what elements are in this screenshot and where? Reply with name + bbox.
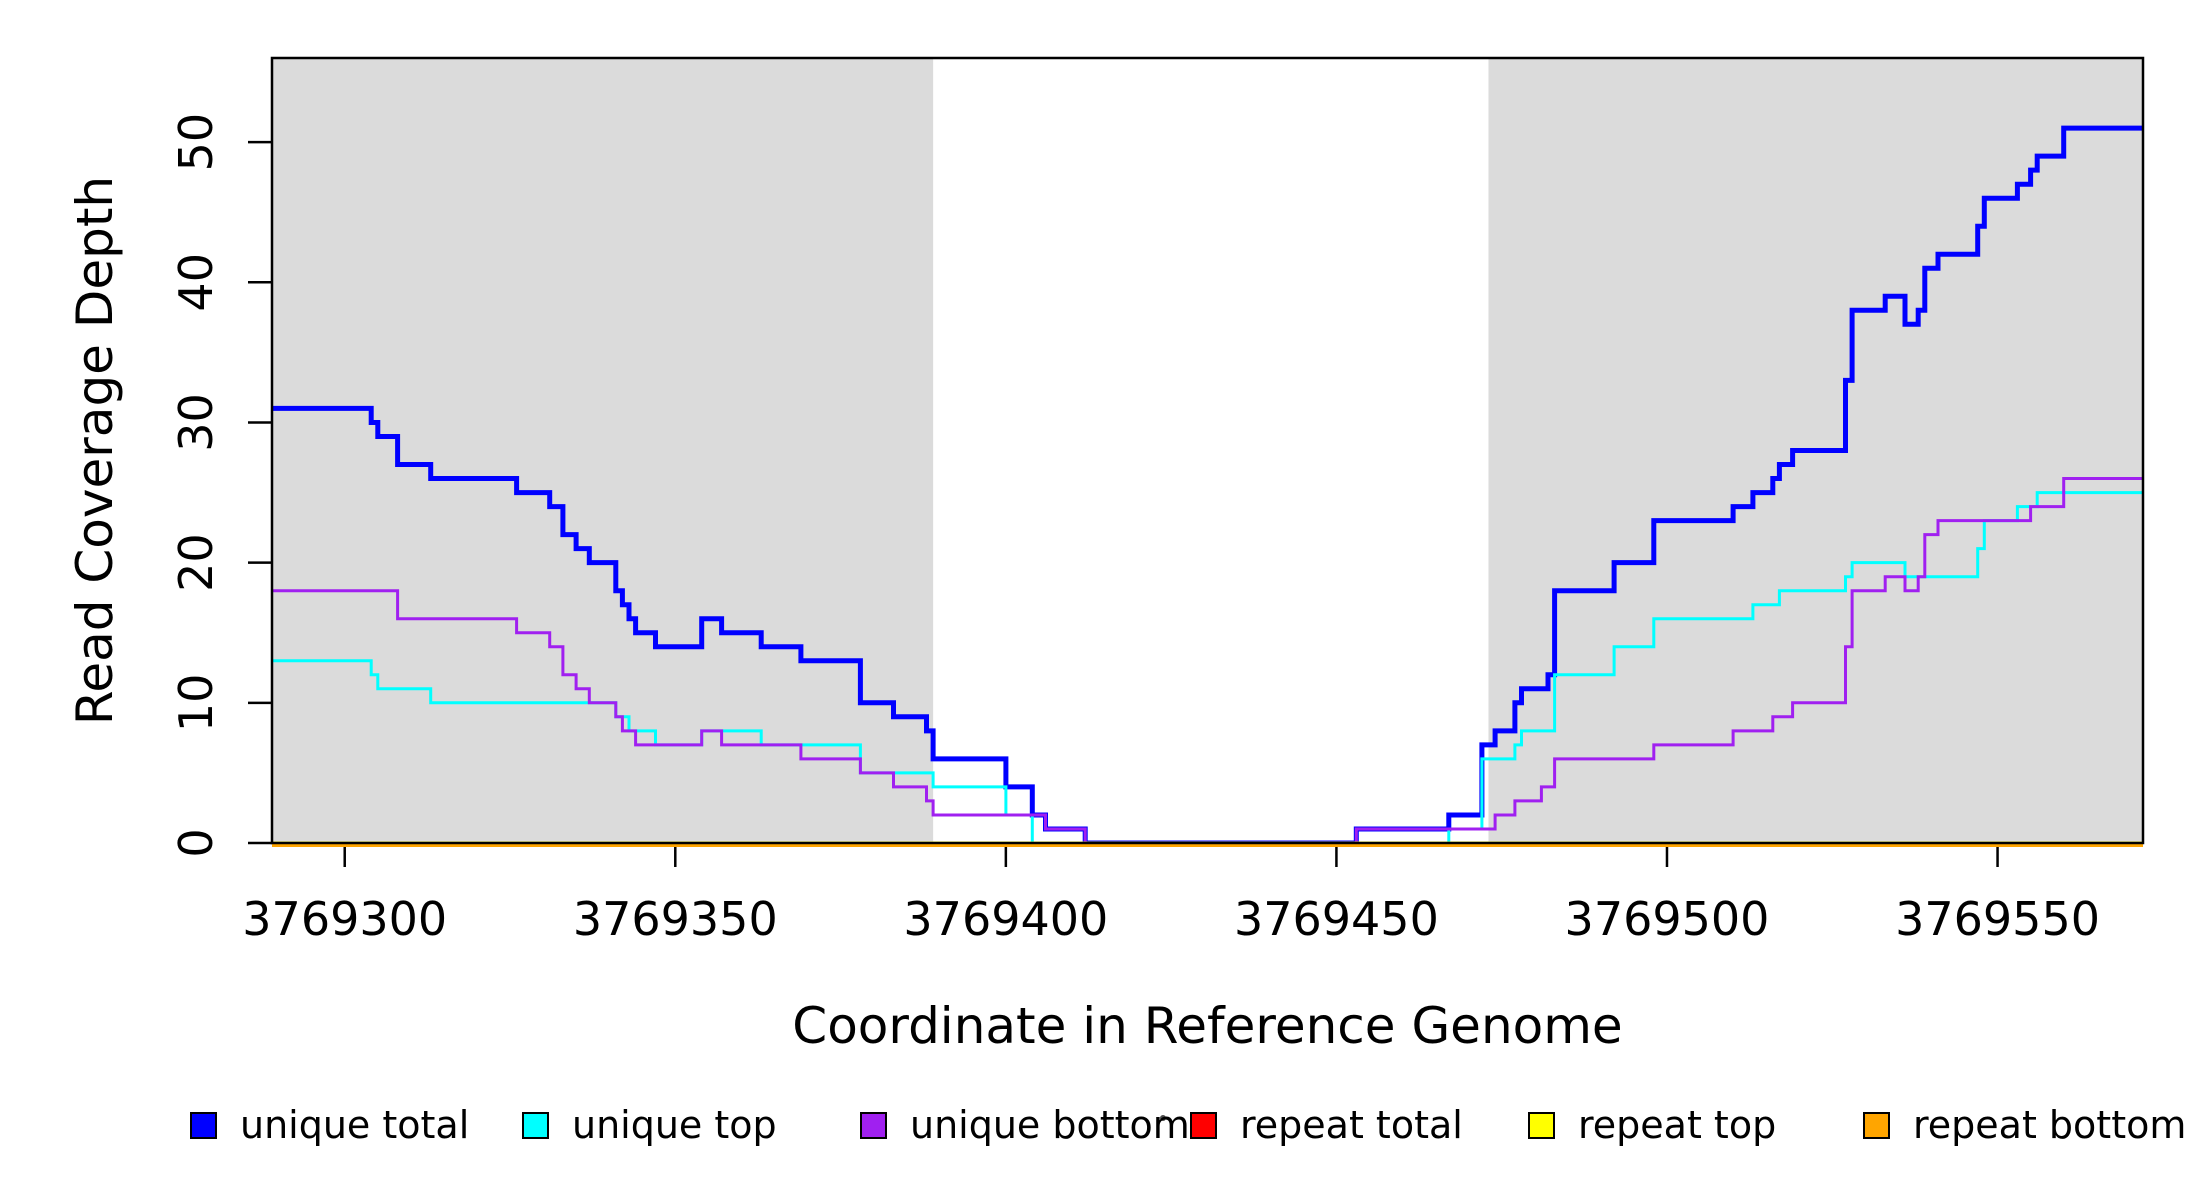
x-tick-label: 3769500 bbox=[1565, 892, 1770, 946]
y-axis-title: Read Coverage Depth bbox=[66, 176, 124, 725]
y-tick-label: 50 bbox=[169, 113, 223, 172]
x-tick-label: 3769350 bbox=[573, 892, 778, 946]
x-tick-label: 3769300 bbox=[242, 892, 447, 946]
stray-mark bbox=[1160, 1115, 1166, 1121]
plot-box bbox=[270, 56, 2145, 845]
y-tick-label: 10 bbox=[169, 674, 223, 733]
y-tick-label: 20 bbox=[169, 533, 223, 592]
y-tick-label: 30 bbox=[169, 393, 223, 452]
x-tick-label: 3769550 bbox=[1895, 892, 2100, 946]
x-axis-title: Coordinate in Reference Genome bbox=[792, 997, 1622, 1055]
x-tick-label: 3769400 bbox=[903, 892, 1108, 946]
series-unique-top bbox=[272, 491, 2143, 845]
shaded-region-left bbox=[272, 58, 934, 843]
x-tick-label: 3769450 bbox=[1234, 892, 1439, 946]
y-tick-label: 40 bbox=[169, 253, 223, 312]
y-tick-label: 0 bbox=[169, 828, 223, 857]
